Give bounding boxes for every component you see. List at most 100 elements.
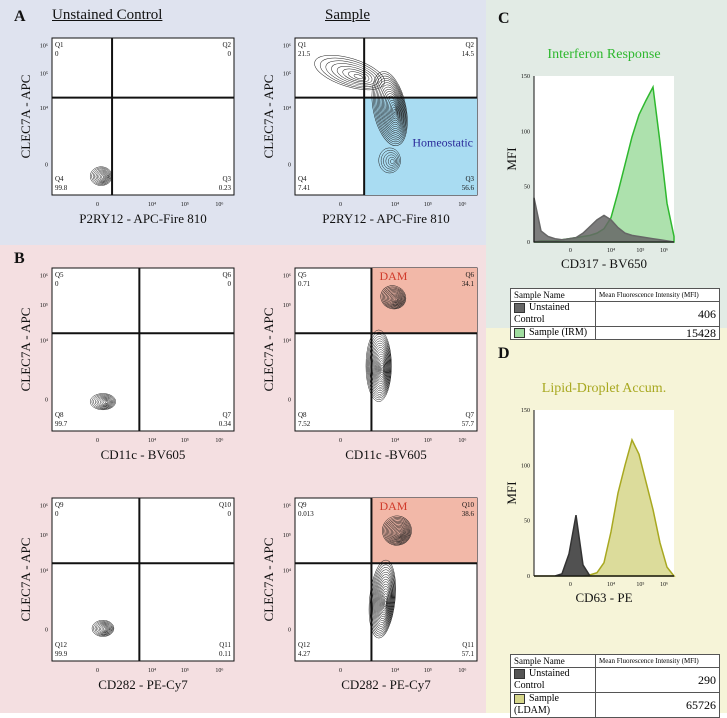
contour-line bbox=[96, 396, 113, 408]
contour-line bbox=[103, 627, 109, 631]
contour-line bbox=[384, 93, 401, 127]
contour-line bbox=[383, 516, 411, 545]
y-tick-label: 0 bbox=[45, 627, 48, 633]
contour-line bbox=[381, 286, 406, 309]
quadrant-value: 4.27 bbox=[298, 650, 311, 658]
quadrant-name: Q8 bbox=[298, 411, 307, 419]
y-tick-label: 50 bbox=[524, 519, 530, 525]
contour-line bbox=[387, 156, 396, 166]
contour-line bbox=[393, 527, 405, 539]
contour-line bbox=[101, 626, 109, 632]
quadrant-name: Q12 bbox=[55, 641, 68, 649]
contour-line bbox=[379, 588, 390, 616]
quadrant-name: Q3 bbox=[222, 175, 231, 183]
contour-line bbox=[385, 154, 397, 168]
contour-line bbox=[371, 71, 408, 146]
y-tick-label: 10⁴ bbox=[283, 339, 291, 345]
y-tick-label: 0 bbox=[288, 627, 291, 633]
quadrant-name: Q9 bbox=[298, 501, 307, 509]
table-row: Unstained Control 290 bbox=[510, 667, 720, 693]
x-axis-label: CD11c - BV605 bbox=[101, 447, 186, 462]
y-axis-label: CLEC7A - APC bbox=[18, 308, 33, 392]
contour-line bbox=[385, 290, 403, 307]
histogram-c: Interferon Response 0 50 100 150 0 10⁴ 10⁵ 10⁶ CD… bbox=[504, 47, 675, 271]
contour-line bbox=[367, 334, 391, 399]
contour-line bbox=[89, 393, 116, 411]
table-header-sample-name: Sample Name bbox=[510, 288, 596, 302]
contour-line bbox=[380, 149, 400, 172]
contour-line bbox=[388, 522, 408, 542]
histogram-d: Lipid-Droplet Accum. 0 50 100 150 0 10⁴ 10⁵ 10⁶ C… bbox=[504, 381, 676, 605]
panel-d-label: D bbox=[498, 345, 510, 362]
y-tick-label: 10⁴ bbox=[283, 569, 291, 575]
y-tick-label: 0 bbox=[288, 163, 291, 169]
table-row: Sample (IRM) 15428 bbox=[510, 326, 720, 340]
y-tick-label: 10⁶ bbox=[40, 274, 48, 280]
row-mfi: 15428 bbox=[595, 326, 720, 340]
y-tick-label: 10⁴ bbox=[40, 339, 48, 345]
contour-line bbox=[377, 581, 391, 621]
contour-line bbox=[314, 55, 385, 91]
x-tick-label: 0 bbox=[339, 202, 342, 208]
contour-line bbox=[382, 595, 388, 610]
quadrant-value: 0.23 bbox=[219, 184, 232, 192]
contour-line bbox=[368, 559, 396, 639]
quadrant-value: 0 bbox=[55, 280, 59, 288]
contour-line bbox=[96, 622, 112, 635]
quadrant-name: Q12 bbox=[298, 641, 311, 649]
y-tick-label: 10⁵ bbox=[40, 303, 48, 309]
y-tick-label: 0 bbox=[527, 240, 530, 246]
quadrant-value: 38.6 bbox=[462, 510, 475, 518]
quadrant-name: Q1 bbox=[298, 41, 307, 49]
contour-line bbox=[382, 89, 403, 131]
y-axis-label: MFI bbox=[504, 481, 519, 504]
contour-line bbox=[102, 175, 106, 179]
quadrant-value: 99.8 bbox=[55, 184, 68, 192]
quadrant-value: 0 bbox=[228, 280, 232, 288]
x-tick-label: 10⁶ bbox=[458, 668, 466, 674]
quadrant-value: 0.71 bbox=[298, 280, 311, 288]
x-tick-label: 10⁶ bbox=[458, 202, 466, 208]
contour-line bbox=[372, 73, 407, 145]
table-row: Sample (LDAM) 65726 bbox=[510, 692, 720, 718]
legend-swatch bbox=[514, 302, 525, 313]
x-tick-label: 0 bbox=[569, 582, 572, 588]
x-tick-label: 10⁶ bbox=[215, 202, 223, 208]
contour-line bbox=[101, 399, 110, 405]
contour-line bbox=[392, 526, 406, 540]
row-mfi: 65726 bbox=[595, 692, 720, 718]
contour-line bbox=[92, 168, 111, 185]
contour-line bbox=[374, 574, 393, 627]
y-tick-label: 0 bbox=[45, 163, 48, 169]
x-tick-label: 10⁵ bbox=[636, 248, 644, 254]
contour-line bbox=[376, 579, 392, 623]
contour-line bbox=[94, 395, 114, 408]
quadrant-name: Q10 bbox=[219, 501, 232, 509]
quadrant-value: 14.5 bbox=[462, 50, 475, 58]
quadrant-name: Q7 bbox=[222, 411, 231, 419]
x-axis-label: CD282 - PE-Cy7 bbox=[341, 677, 431, 692]
contour-line bbox=[385, 95, 401, 125]
contour-line bbox=[375, 353, 387, 383]
table-header-sample-name: Sample Name bbox=[510, 654, 596, 668]
contour-line bbox=[372, 569, 394, 631]
y-tick-label: 150 bbox=[521, 408, 530, 414]
column-heading-sample: Sample bbox=[325, 7, 370, 23]
quadrant-name: Q4 bbox=[298, 175, 307, 183]
quadrant-value: 7.41 bbox=[298, 184, 311, 192]
x-tick-label: 10⁴ bbox=[148, 438, 156, 444]
x-tick-label: 10⁵ bbox=[181, 668, 189, 674]
contour-line bbox=[379, 84, 404, 135]
x-tick-label: 10⁵ bbox=[636, 582, 644, 588]
y-axis-label: CLEC7A - APC bbox=[18, 538, 33, 622]
quadrant-value: 57.7 bbox=[462, 420, 475, 428]
contour-line bbox=[365, 329, 392, 402]
row-name: Unstained Control bbox=[514, 668, 570, 691]
legend-swatch bbox=[514, 668, 525, 679]
row-mfi: 406 bbox=[595, 301, 720, 327]
contour-line bbox=[381, 366, 384, 372]
contour-line bbox=[379, 586, 390, 618]
